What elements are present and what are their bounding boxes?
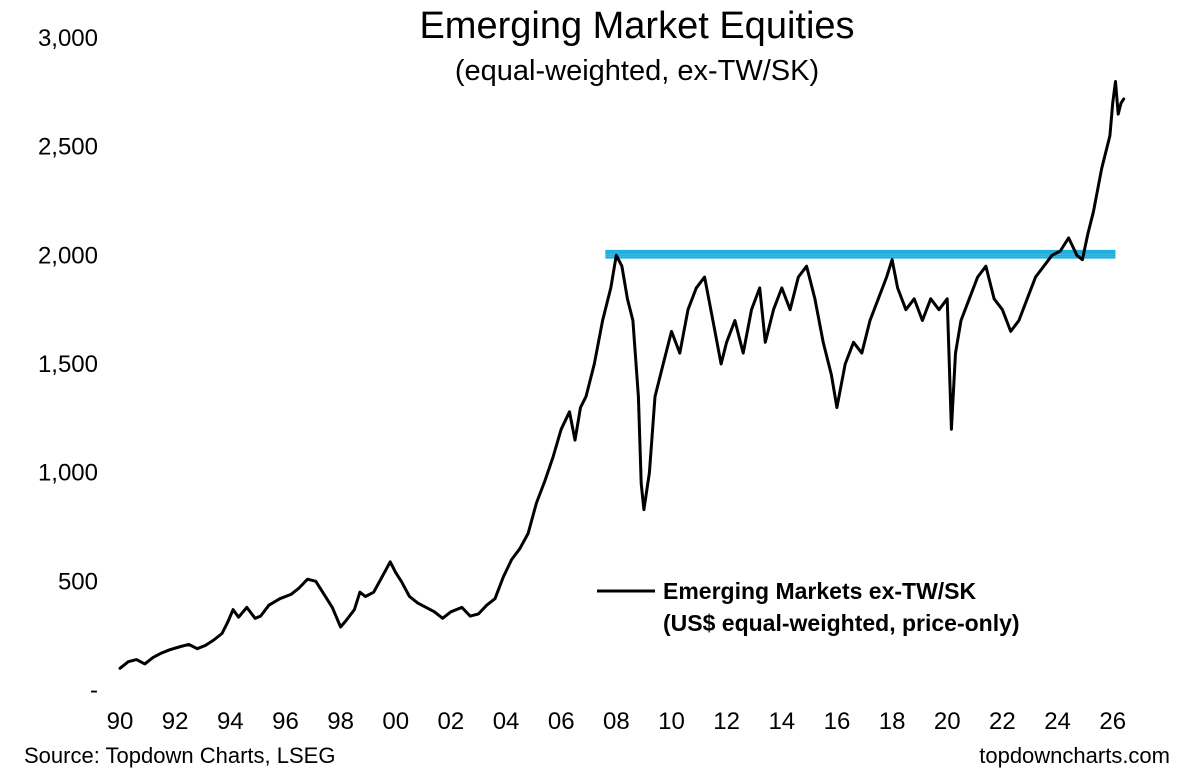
x-tick-label: 22: [989, 708, 1016, 735]
y-tick-label: 2,000: [38, 242, 98, 269]
y-tick-label: 500: [58, 568, 98, 595]
x-tick-label: 94: [217, 708, 244, 735]
x-tick-label: 26: [1099, 708, 1126, 735]
y-axis: - 500 1,000 1,500 2,000 2,500 3,000: [38, 25, 98, 704]
x-tick-label: 20: [934, 708, 961, 735]
legend: Emerging Markets ex-TW/SK (US$ equal-wei…: [597, 578, 1020, 636]
legend-label-line1: Emerging Markets ex-TW/SK: [663, 578, 977, 604]
x-tick-label: 92: [162, 708, 189, 735]
x-tick-label: 16: [824, 708, 851, 735]
x-tick-label: 08: [603, 708, 630, 735]
source-note: Source: Topdown Charts, LSEG: [24, 743, 335, 768]
x-tick-label: 06: [548, 708, 575, 735]
x-tick-label: 90: [107, 708, 134, 735]
y-tick-label: 3,000: [38, 25, 98, 52]
x-tick-label: 10: [658, 708, 685, 735]
y-tick-label: 1,500: [38, 351, 98, 378]
x-tick-label: 14: [768, 708, 795, 735]
y-tick-label: 2,500: [38, 134, 98, 161]
x-tick-label: 00: [382, 708, 409, 735]
chart-subtitle: (equal-weighted, ex-TW/SK): [455, 55, 819, 87]
y-tick-label: -: [90, 677, 98, 704]
x-tick-label: 24: [1044, 708, 1071, 735]
x-tick-label: 04: [493, 708, 520, 735]
website-note: topdowncharts.com: [979, 743, 1170, 768]
y-tick-label: 1,000: [38, 460, 98, 487]
resistance-band: [605, 249, 1116, 259]
legend-label-line2: (US$ equal-weighted, price-only): [663, 610, 1020, 636]
x-tick-label: 18: [879, 708, 906, 735]
x-tick-label: 12: [713, 708, 740, 735]
series-lines: [118, 80, 1126, 670]
x-tick-label: 02: [438, 708, 465, 735]
series-line: [118, 80, 1126, 670]
x-axis: 90 92 94 96 98 00 02 04 06 08 10 12 14 16 18 20 22 24 26: [107, 708, 1126, 735]
x-tick-label: 98: [327, 708, 354, 735]
chart-title: Emerging Market Equities: [419, 5, 854, 47]
x-tick-label: 96: [272, 708, 299, 735]
